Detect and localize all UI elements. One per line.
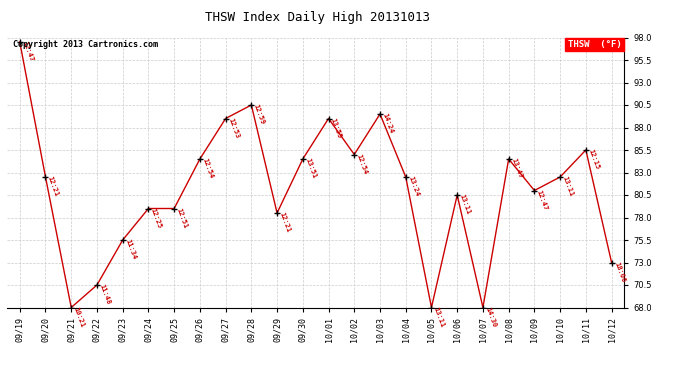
Text: 11:48: 11:48 [99, 284, 111, 306]
Text: 12:15: 12:15 [587, 148, 600, 171]
Text: 12:54: 12:54 [355, 153, 368, 175]
Text: 10:21: 10:21 [72, 306, 86, 328]
Text: 12:54: 12:54 [201, 158, 214, 180]
Text: 13:11: 13:11 [459, 194, 471, 216]
Text: 13:24: 13:24 [407, 176, 420, 198]
Text: 13:47: 13:47 [510, 158, 523, 180]
Text: 13:11: 13:11 [433, 306, 446, 328]
Text: 12:53: 12:53 [227, 117, 240, 139]
Text: 12:47: 12:47 [21, 40, 34, 63]
Text: 13:51: 13:51 [304, 158, 317, 180]
Text: 14:30: 14:30 [484, 306, 497, 328]
Text: 11:34: 11:34 [124, 238, 137, 261]
Text: 18:06: 18:06 [613, 261, 626, 283]
Text: 12:59: 12:59 [253, 104, 266, 126]
Text: Copyright 2013 Cartronics.com: Copyright 2013 Cartronics.com [13, 40, 158, 49]
Text: THSW  (°F): THSW (°F) [568, 40, 622, 49]
Text: 13:55: 13:55 [330, 117, 343, 139]
Text: 12:21: 12:21 [47, 176, 60, 198]
Text: THSW Index Daily High 20131013: THSW Index Daily High 20131013 [205, 11, 430, 24]
Text: 13:11: 13:11 [562, 176, 574, 198]
Text: 12:47: 12:47 [535, 189, 549, 211]
Text: 12:51: 12:51 [175, 207, 188, 229]
Text: 14:24: 14:24 [382, 112, 394, 135]
Text: 12:21: 12:21 [279, 211, 291, 234]
Text: 12:25: 12:25 [150, 207, 163, 229]
